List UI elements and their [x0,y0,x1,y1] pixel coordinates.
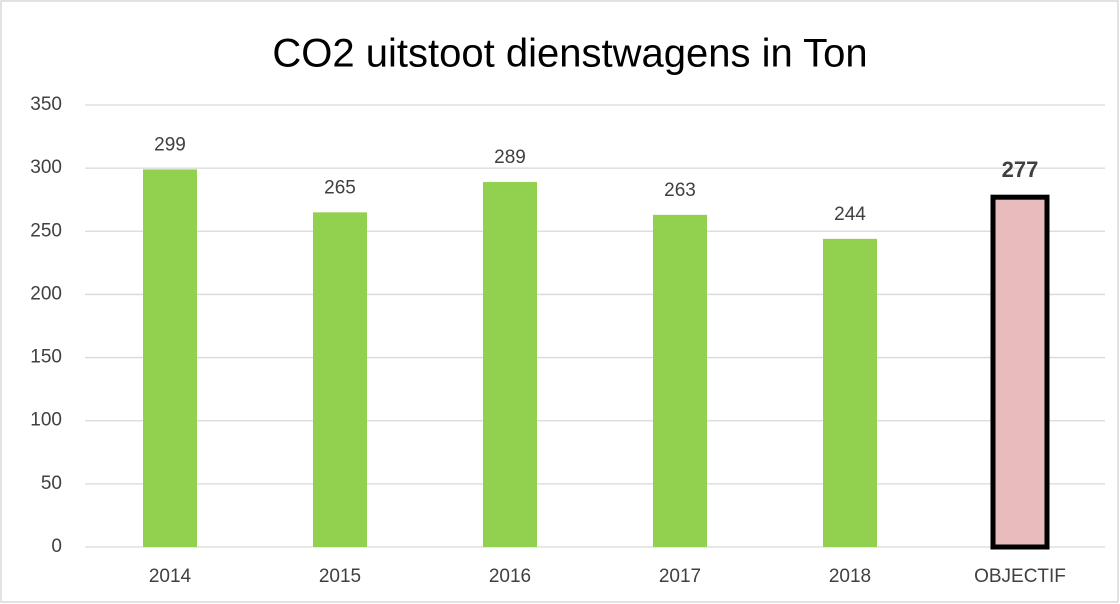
x-tick-label: 2016 [489,566,531,587]
bar [143,169,197,548]
y-tick-label: 0 [51,536,62,557]
data-label: 244 [834,204,866,225]
bar [990,194,1050,550]
bar [653,214,707,547]
y-tick-label: 350 [30,94,62,115]
y-tick-label: 300 [30,157,62,178]
chart-title: CO2 uitstoot dienstwagens in Ton [272,32,867,76]
x-tick-label: 2018 [829,566,871,587]
y-tick-label: 150 [30,347,62,368]
bar [823,238,877,547]
bar [313,212,367,548]
y-tick-label: 250 [30,220,62,241]
y-tick-label: 100 [30,410,62,431]
data-label: 299 [154,134,186,155]
data-label: 263 [664,180,696,201]
x-tick-label: 2014 [149,566,192,587]
x-tick-label: 2015 [319,566,361,587]
data-label: 265 [324,177,356,198]
data-label: 289 [494,147,526,168]
bar [483,182,537,547]
x-tick-label: OBJECTIF [974,566,1066,587]
data-label: 277 [1002,157,1039,182]
x-tick-label: 2017 [659,566,701,587]
y-tick-label: 200 [30,283,62,304]
y-tick-label: 50 [41,473,62,494]
